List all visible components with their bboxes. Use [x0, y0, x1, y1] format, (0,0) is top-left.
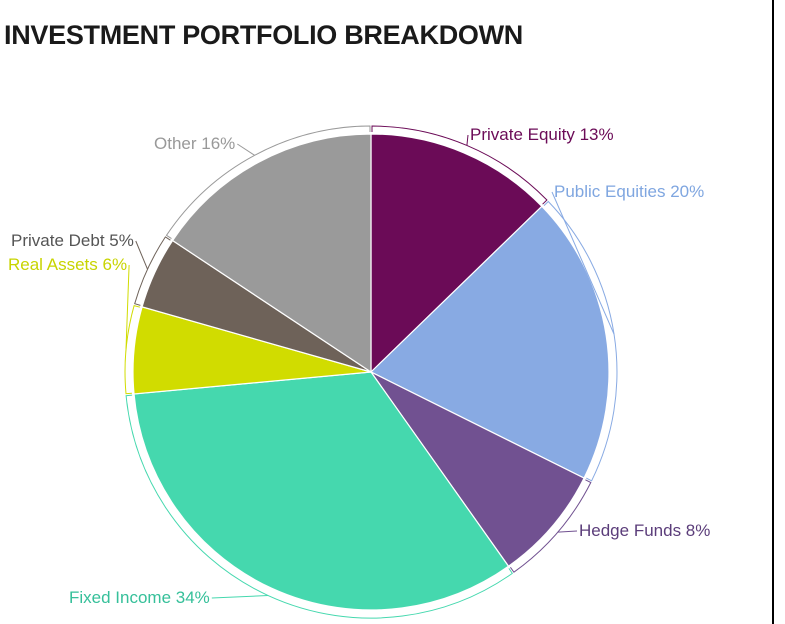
- chart-title: INVESTMENT PORTFOLIO BREAKDOWN: [4, 20, 523, 50]
- slice-label-public-equities: Public Equities 20%: [554, 182, 704, 201]
- leader-bracket-other: [165, 125, 371, 240]
- frame-edge: [772, 0, 774, 624]
- leader-line-real-assets: [125, 264, 130, 350]
- slice-label-other: Other 16%: [154, 134, 235, 153]
- slice-label-real-assets: Real Assets 6%: [8, 255, 127, 274]
- pie-slice-public-equities: [369, 205, 610, 479]
- pie-slice-fixed-income: [133, 371, 510, 611]
- slice-label-private-equity: Private Equity 13%: [470, 125, 614, 144]
- label-leaders: [124, 125, 618, 619]
- leader-line-private-debt: [135, 240, 148, 270]
- leader-bracket-private-equity: [371, 125, 548, 205]
- leader-line-fixed-income: [211, 595, 269, 599]
- leader-line-public-equities: [551, 191, 615, 335]
- leader-line-hedge-funds: [557, 530, 578, 533]
- pie-slice-other: [171, 133, 372, 374]
- pie-slice-hedge-funds: [370, 371, 585, 568]
- slice-label-private-debt: Private Debt 5%: [11, 231, 134, 250]
- pie-slices: [132, 133, 610, 611]
- slice-label-hedge-funds: Hedge Funds 8%: [579, 521, 710, 540]
- slice-labels: Private Equity 13% Public Equities 20% H…: [8, 125, 710, 607]
- pie-slice-private-equity: [370, 133, 543, 374]
- leader-line-private-equity: [466, 134, 469, 146]
- slice-label-fixed-income: Fixed Income 34%: [69, 588, 210, 607]
- leader-line-other: [237, 143, 255, 156]
